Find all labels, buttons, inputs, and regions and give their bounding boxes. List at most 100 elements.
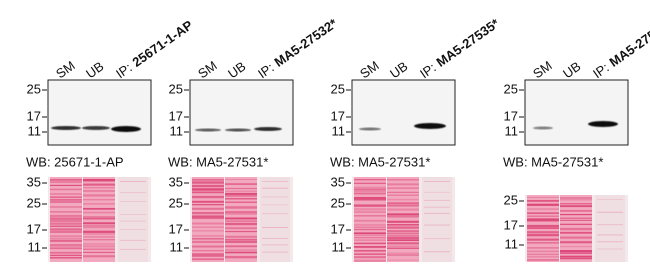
stain-stripe: [560, 202, 592, 205]
stain-stripe: [192, 253, 224, 256]
stain-stripe: [527, 212, 559, 214]
stain-stripe: [560, 257, 592, 260]
lane-label: SM: [195, 58, 220, 81]
stain-stripe: [387, 187, 419, 189]
stain-stripe: [192, 207, 224, 210]
marker-label: 11: [332, 123, 346, 138]
stain-stripe: [192, 258, 224, 260]
stain-stripe: [262, 227, 288, 229]
stain-stripe: [120, 239, 146, 241]
lane-label-group: IP:MA5-27531*: [590, 15, 650, 81]
stain-stripe: [83, 255, 115, 258]
stain-stripe: [354, 179, 386, 181]
stain-stripe: [527, 208, 559, 210]
ip-antibody: 25671-1-AP: [129, 17, 195, 70]
stain-stripe: [50, 201, 82, 203]
stain-stripe: [192, 204, 224, 206]
stain-stripe: [354, 188, 386, 191]
stain-stripe: [262, 204, 288, 206]
stain-stripe: [192, 179, 224, 181]
stain-stripe: [120, 220, 146, 222]
stain-stripe: [354, 250, 386, 252]
stain-stripe: [50, 220, 82, 222]
stain-stripe: [225, 227, 257, 230]
marker-label: 35: [331, 174, 345, 189]
stain-stripe: [83, 251, 115, 253]
stain-stripe: [83, 233, 115, 235]
stain-stripe: [50, 184, 82, 186]
band: [414, 123, 446, 129]
stain-stripe: [83, 211, 115, 214]
stain-stripe: [527, 220, 559, 222]
stain-stripe: [560, 231, 592, 234]
stain-stripe: [560, 252, 592, 254]
stain-stripe: [50, 237, 82, 240]
marker-label: 11: [332, 239, 346, 254]
western-blot: [351, 79, 456, 146]
stain-lane: [225, 177, 257, 262]
stain-stripe: [83, 224, 115, 228]
stain-stripe: [192, 230, 224, 232]
marker-label: 25: [169, 195, 183, 210]
marker-label: 25: [169, 81, 183, 96]
stain-stripe: [83, 239, 115, 241]
western-blot: [524, 79, 629, 146]
stain-stripe: [120, 229, 146, 231]
band: [533, 126, 553, 130]
stain-stripe: [192, 245, 224, 248]
lane-label-group: IP:MA5-27535*: [417, 15, 503, 81]
stain-stripe: [192, 200, 224, 203]
stain-stripe: [527, 199, 559, 202]
stain-stripe: [387, 204, 419, 207]
stain-stripe: [225, 251, 257, 254]
stain-stripe: [50, 214, 82, 217]
stain-stripe: [83, 218, 115, 220]
stain-stripe: [83, 203, 115, 205]
marker-label: 25: [504, 81, 518, 96]
stain-stripe: [560, 197, 592, 200]
stain-stripe: [560, 205, 592, 208]
stain-stripe: [387, 224, 419, 226]
stain-stripe: [387, 191, 419, 193]
stain-stripe: [597, 234, 623, 236]
stain-stripe: [527, 238, 559, 241]
stain-stripe: [527, 253, 559, 256]
marker-label: 11: [28, 239, 42, 254]
band: [588, 121, 618, 127]
stain-stripe: [527, 247, 559, 249]
stain-stripe: [262, 181, 288, 182]
stain-stripe: [560, 227, 592, 231]
marker-label: 11: [28, 123, 42, 138]
lane-label: IP:: [255, 60, 277, 81]
stain-stripe: [50, 179, 82, 181]
stain-stripe: [262, 251, 288, 253]
lane-label-group: UB: [83, 59, 106, 82]
stain-stripe: [424, 206, 450, 208]
stain-stripe: [83, 187, 115, 189]
stain-stripe: [354, 234, 386, 237]
stain-stripe: [387, 234, 419, 237]
stain-stripe: [225, 198, 257, 200]
stain-stripe: [50, 257, 82, 259]
lane-label: IP:: [590, 60, 612, 81]
marker-label: 17: [169, 108, 183, 123]
stain-stripe: [192, 226, 224, 228]
stain-stripe: [387, 213, 419, 216]
stain-stripe: [50, 192, 82, 195]
stain-stripe: [560, 223, 592, 226]
stain-stripe: [225, 183, 257, 185]
stain-stripe: [387, 183, 419, 186]
lane-label: IP:: [113, 60, 135, 81]
stain-stripe: [424, 199, 450, 201]
stain-stripe: [387, 198, 419, 201]
stain-stripe: [560, 255, 592, 258]
stain-stripe: [50, 188, 82, 191]
stain-stripe: [192, 240, 224, 243]
stain-stripe: [50, 251, 82, 254]
band: [82, 126, 110, 130]
stain-stripe: [120, 181, 146, 182]
stain-stripe: [424, 191, 450, 193]
stain-stripe: [225, 235, 257, 238]
stain-stripe: [560, 217, 592, 219]
stain-stripe: [120, 200, 146, 202]
